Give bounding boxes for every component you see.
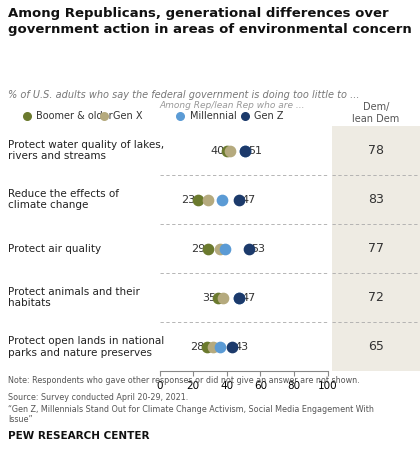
Point <box>205 196 212 203</box>
Text: Source: Survey conducted April 20-29, 2021.: Source: Survey conducted April 20-29, 20… <box>8 393 189 402</box>
Text: 35: 35 <box>202 292 216 303</box>
Text: Reduce the effects of
climate change: Reduce the effects of climate change <box>8 189 119 211</box>
Point <box>195 196 202 203</box>
Text: 78: 78 <box>368 144 384 157</box>
Point <box>100 112 107 120</box>
Point <box>235 196 242 203</box>
Text: 47: 47 <box>241 194 255 205</box>
Point <box>177 112 184 120</box>
Text: Protect open lands in national
parks and nature preserves: Protect open lands in national parks and… <box>8 336 165 357</box>
Text: Gen Z: Gen Z <box>254 111 284 121</box>
Text: “Gen Z, Millennials Stand Out for Climate Change Activism, Social Media Engageme: “Gen Z, Millennials Stand Out for Climat… <box>8 405 374 424</box>
Point <box>223 147 230 154</box>
Text: Boomer & older: Boomer & older <box>37 111 113 121</box>
Point <box>220 294 227 302</box>
Text: 40: 40 <box>210 145 224 156</box>
Text: 23: 23 <box>181 194 196 205</box>
Point <box>210 343 217 350</box>
Text: Note: Respondents who gave other responses or did not give an answer are not sho: Note: Respondents who gave other respons… <box>8 376 360 385</box>
Text: Gen X: Gen X <box>113 111 142 121</box>
Point <box>217 245 223 252</box>
Text: 47: 47 <box>241 292 255 303</box>
Text: % of U.S. adults who say the federal government is doing too little to ...: % of U.S. adults who say the federal gov… <box>8 90 360 100</box>
Text: Among Rep/lean Rep who are ...: Among Rep/lean Rep who are ... <box>160 101 305 110</box>
Text: 77: 77 <box>368 242 384 255</box>
Text: Protect animals and their
habitats: Protect animals and their habitats <box>8 287 140 309</box>
Point <box>235 294 242 302</box>
Text: Protect water quality of lakes,
rivers and streams: Protect water quality of lakes, rivers a… <box>8 140 165 162</box>
Text: Among Republicans, generational differences over
government action in areas of e: Among Republicans, generational differen… <box>8 7 412 36</box>
Point <box>215 294 222 302</box>
Point <box>218 196 225 203</box>
Point <box>205 245 212 252</box>
Point <box>242 147 249 154</box>
Point <box>203 343 210 350</box>
Text: 72: 72 <box>368 291 384 304</box>
Point <box>242 147 249 154</box>
Point <box>217 343 223 350</box>
Point <box>228 343 235 350</box>
Text: 53: 53 <box>251 243 265 254</box>
Point <box>245 245 252 252</box>
Text: Protect air quality: Protect air quality <box>8 243 102 254</box>
Text: Dem/
lean Dem: Dem/ lean Dem <box>352 102 399 124</box>
Point <box>227 147 234 154</box>
Text: 28: 28 <box>190 342 204 352</box>
Text: Millennial: Millennial <box>190 111 236 121</box>
Point <box>241 112 248 120</box>
Text: 65: 65 <box>368 340 384 353</box>
Text: 51: 51 <box>248 145 262 156</box>
Point <box>222 245 228 252</box>
Text: 43: 43 <box>234 342 249 352</box>
Text: 29: 29 <box>192 243 206 254</box>
Point <box>235 294 242 302</box>
Point <box>24 112 31 120</box>
Text: PEW RESEARCH CENTER: PEW RESEARCH CENTER <box>8 431 150 441</box>
Text: 83: 83 <box>368 193 384 206</box>
